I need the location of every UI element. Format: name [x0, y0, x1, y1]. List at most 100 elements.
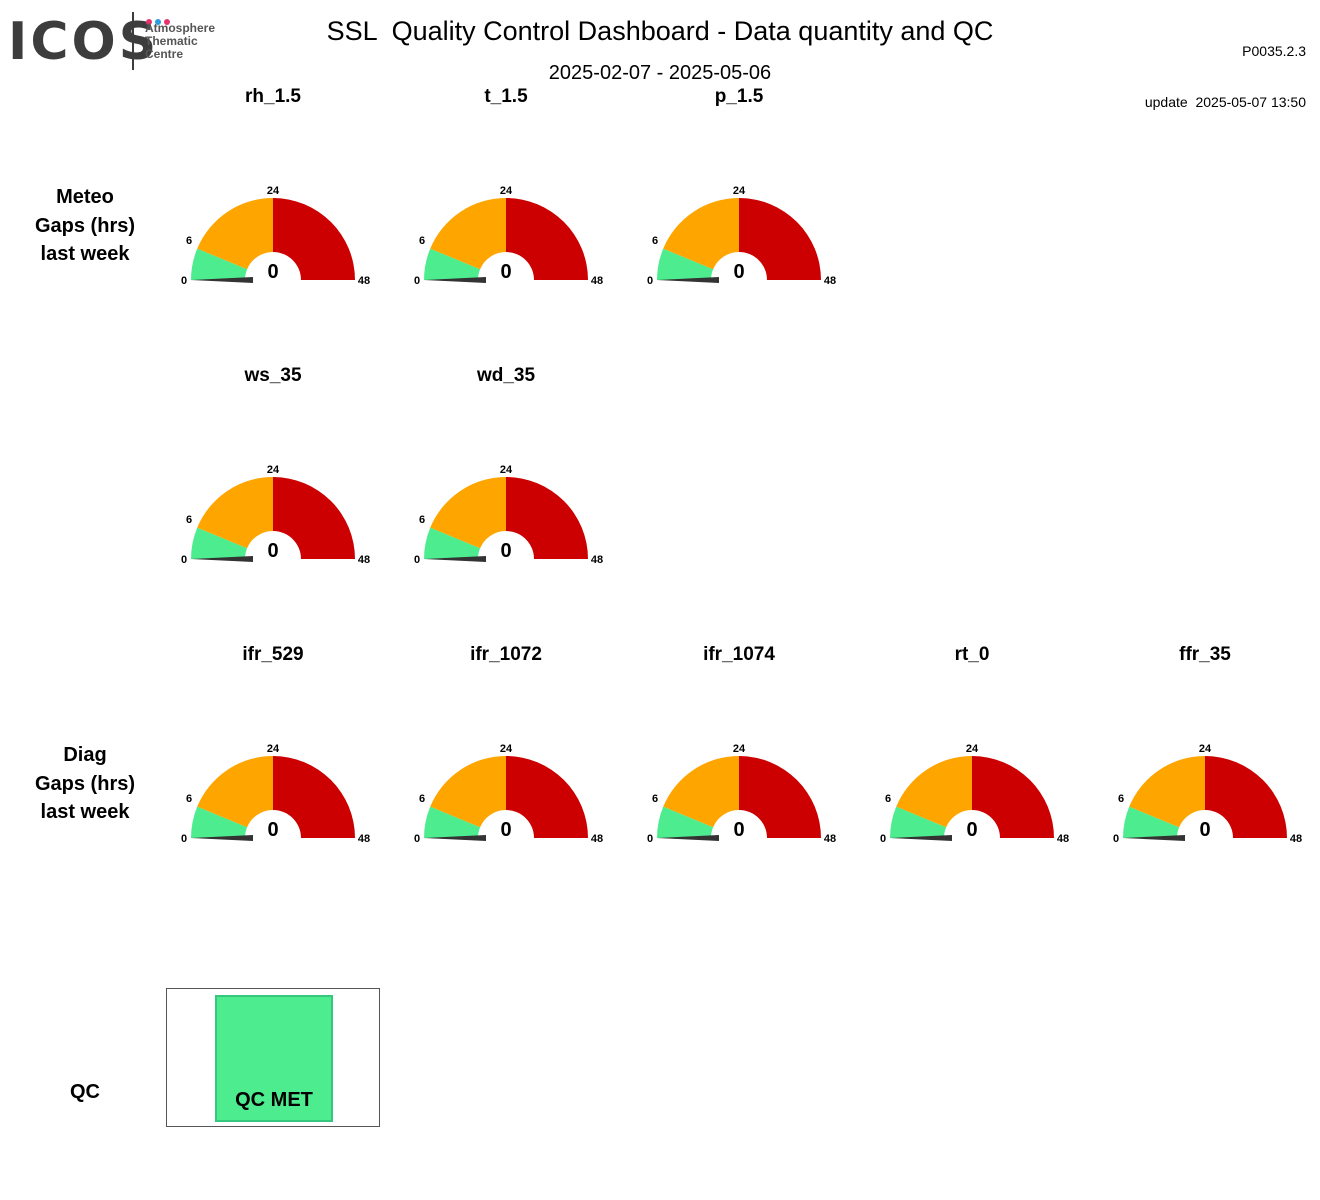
gauge-band [424, 248, 481, 280]
gauge-value: 0 [1199, 819, 1210, 841]
row-label-diag: Diag Gaps (hrs) last week [0, 741, 170, 827]
gauge-tick-label: 6 [885, 793, 891, 805]
logo-subtitle-line: Atmosphere [145, 21, 216, 35]
gauge-title: rh_1.5 [245, 86, 301, 107]
gauge-value: 0 [267, 819, 278, 841]
gauge-band [739, 756, 821, 838]
qc-panel: QC MET [166, 988, 380, 1127]
gauge-tick-label: 6 [186, 793, 192, 805]
gauge-band [657, 806, 714, 838]
gauge-band [197, 756, 273, 828]
gauge-title: p_1.5 [714, 86, 764, 107]
gauge-band [506, 756, 588, 838]
gauge-wd-35: wd_35 0 6 24 48 0 [406, 365, 606, 566]
gauge-chart: 0 6 24 48 0 [414, 743, 603, 845]
gauge-tick-label: 48 [358, 554, 370, 566]
gauge-band [197, 198, 273, 270]
gauge-chart: 0 6 24 48 0 [414, 464, 603, 566]
gauge-tick-label: 48 [1290, 833, 1302, 845]
logo-dots-icon [146, 12, 176, 25]
gauge-value: 0 [267, 261, 278, 283]
gauge-band [1205, 756, 1287, 838]
gauge-tick-label: 48 [1057, 833, 1069, 845]
gauge-band [424, 806, 481, 838]
logo-dot [146, 19, 152, 25]
gauge-value: 0 [733, 819, 744, 841]
logo-wordmark: ICOS [8, 12, 160, 72]
gauge-chart: 0 6 24 48 0 [181, 743, 370, 845]
gauge-needle [191, 835, 253, 841]
gauge-title: t_1.5 [484, 86, 528, 107]
gauge-band [972, 756, 1054, 838]
gauge-chart: 0 6 24 48 0 [181, 464, 370, 566]
gauge-needle [424, 277, 486, 283]
gauge-band [506, 198, 588, 280]
gauge-ffr-35: ffr_35 0 6 24 48 0 [1105, 644, 1305, 845]
gauge-tick-label: 0 [880, 833, 886, 845]
gauge-band [197, 477, 273, 549]
gauge-title: ffr_35 [1179, 644, 1231, 665]
gauge-band [890, 806, 947, 838]
date-range: 2025-02-07 - 2025-05-06 [548, 62, 772, 84]
gauge-title: ifr_1074 [703, 644, 775, 665]
gauge-value: 0 [500, 261, 511, 283]
gauge-band [1129, 756, 1205, 828]
dashboard-title: SSL Quality Control Dashboard - Data qua… [326, 16, 994, 46]
logo-subtitle-line: Thematic [145, 34, 198, 48]
gauge-chart: 0 6 24 48 0 [647, 185, 836, 287]
gauge-tick-label: 6 [419, 793, 425, 805]
gauge-band [273, 756, 355, 838]
gauge-title: wd_35 [476, 365, 536, 386]
gauge-chart: 0 6 24 48 0 [647, 743, 836, 845]
gauge-band [1123, 806, 1180, 838]
gauge-title: ifr_1072 [470, 644, 542, 665]
row-label-qc: QC [0, 1078, 170, 1107]
row-label-line: Gaps (hrs) [34, 772, 136, 795]
gauge-value: 0 [966, 819, 977, 841]
gauge-tick-label: 48 [824, 275, 836, 287]
gauge-tick-label: 0 [181, 275, 187, 287]
gauge-band [663, 198, 739, 270]
gauge-band [430, 198, 506, 270]
gauge-needle [890, 835, 952, 841]
gauge-tick-label: 48 [358, 275, 370, 287]
gauge-needle [657, 835, 719, 841]
gauge-needle [191, 277, 253, 283]
gauge-tick-label: 0 [414, 275, 420, 287]
gauge-tick-label: 6 [186, 514, 192, 526]
row-label-line: last week [40, 801, 130, 823]
gauge-tick-label: 48 [591, 554, 603, 566]
gauge-chart: 0 6 24 48 0 [414, 185, 603, 287]
gauge-tick-label: 6 [1118, 793, 1124, 805]
gauge-ifr-529: ifr_529 0 6 24 48 0 [173, 644, 373, 845]
gauge-tick-label: 24 [267, 464, 280, 476]
gauge-tick-label: 0 [1113, 833, 1119, 845]
gauge-tick-label: 6 [419, 514, 425, 526]
gauge-ifr-1074: ifr_1074 0 6 24 48 0 [639, 644, 839, 845]
gauge-band [191, 527, 248, 559]
logo-subtitle: Atmosphere Thematic Centre [145, 22, 215, 61]
gauge-tick-label: 0 [181, 833, 187, 845]
row-label-meteo: Meteo Gaps (hrs) last week [0, 183, 170, 269]
gauge-band [739, 198, 821, 280]
update-timestamp: update 2025-05-07 13:50 [1144, 94, 1306, 110]
gauge-chart: 0 6 24 48 0 [880, 743, 1069, 845]
gauge-band [424, 527, 481, 559]
gauge-tick-label: 48 [591, 833, 603, 845]
gauge-tick-label: 48 [358, 833, 370, 845]
gauge-band [430, 477, 506, 549]
gauge-tick-label: 24 [733, 743, 746, 755]
gauge-band [896, 756, 972, 828]
gauge-band [430, 756, 506, 828]
gauge-tick-label: 6 [419, 235, 425, 247]
logo-dot [164, 19, 170, 25]
gauge-value: 0 [500, 540, 511, 562]
gauge-tick-label: 0 [647, 833, 653, 845]
qc-status-indicator: QC MET [215, 995, 333, 1122]
gauge-band [191, 248, 248, 280]
gauge-needle [1123, 835, 1185, 841]
gauge-value: 0 [733, 261, 744, 283]
gauge-needle [657, 277, 719, 283]
gauge-tick-label: 24 [500, 743, 513, 755]
gauge-band [657, 248, 714, 280]
